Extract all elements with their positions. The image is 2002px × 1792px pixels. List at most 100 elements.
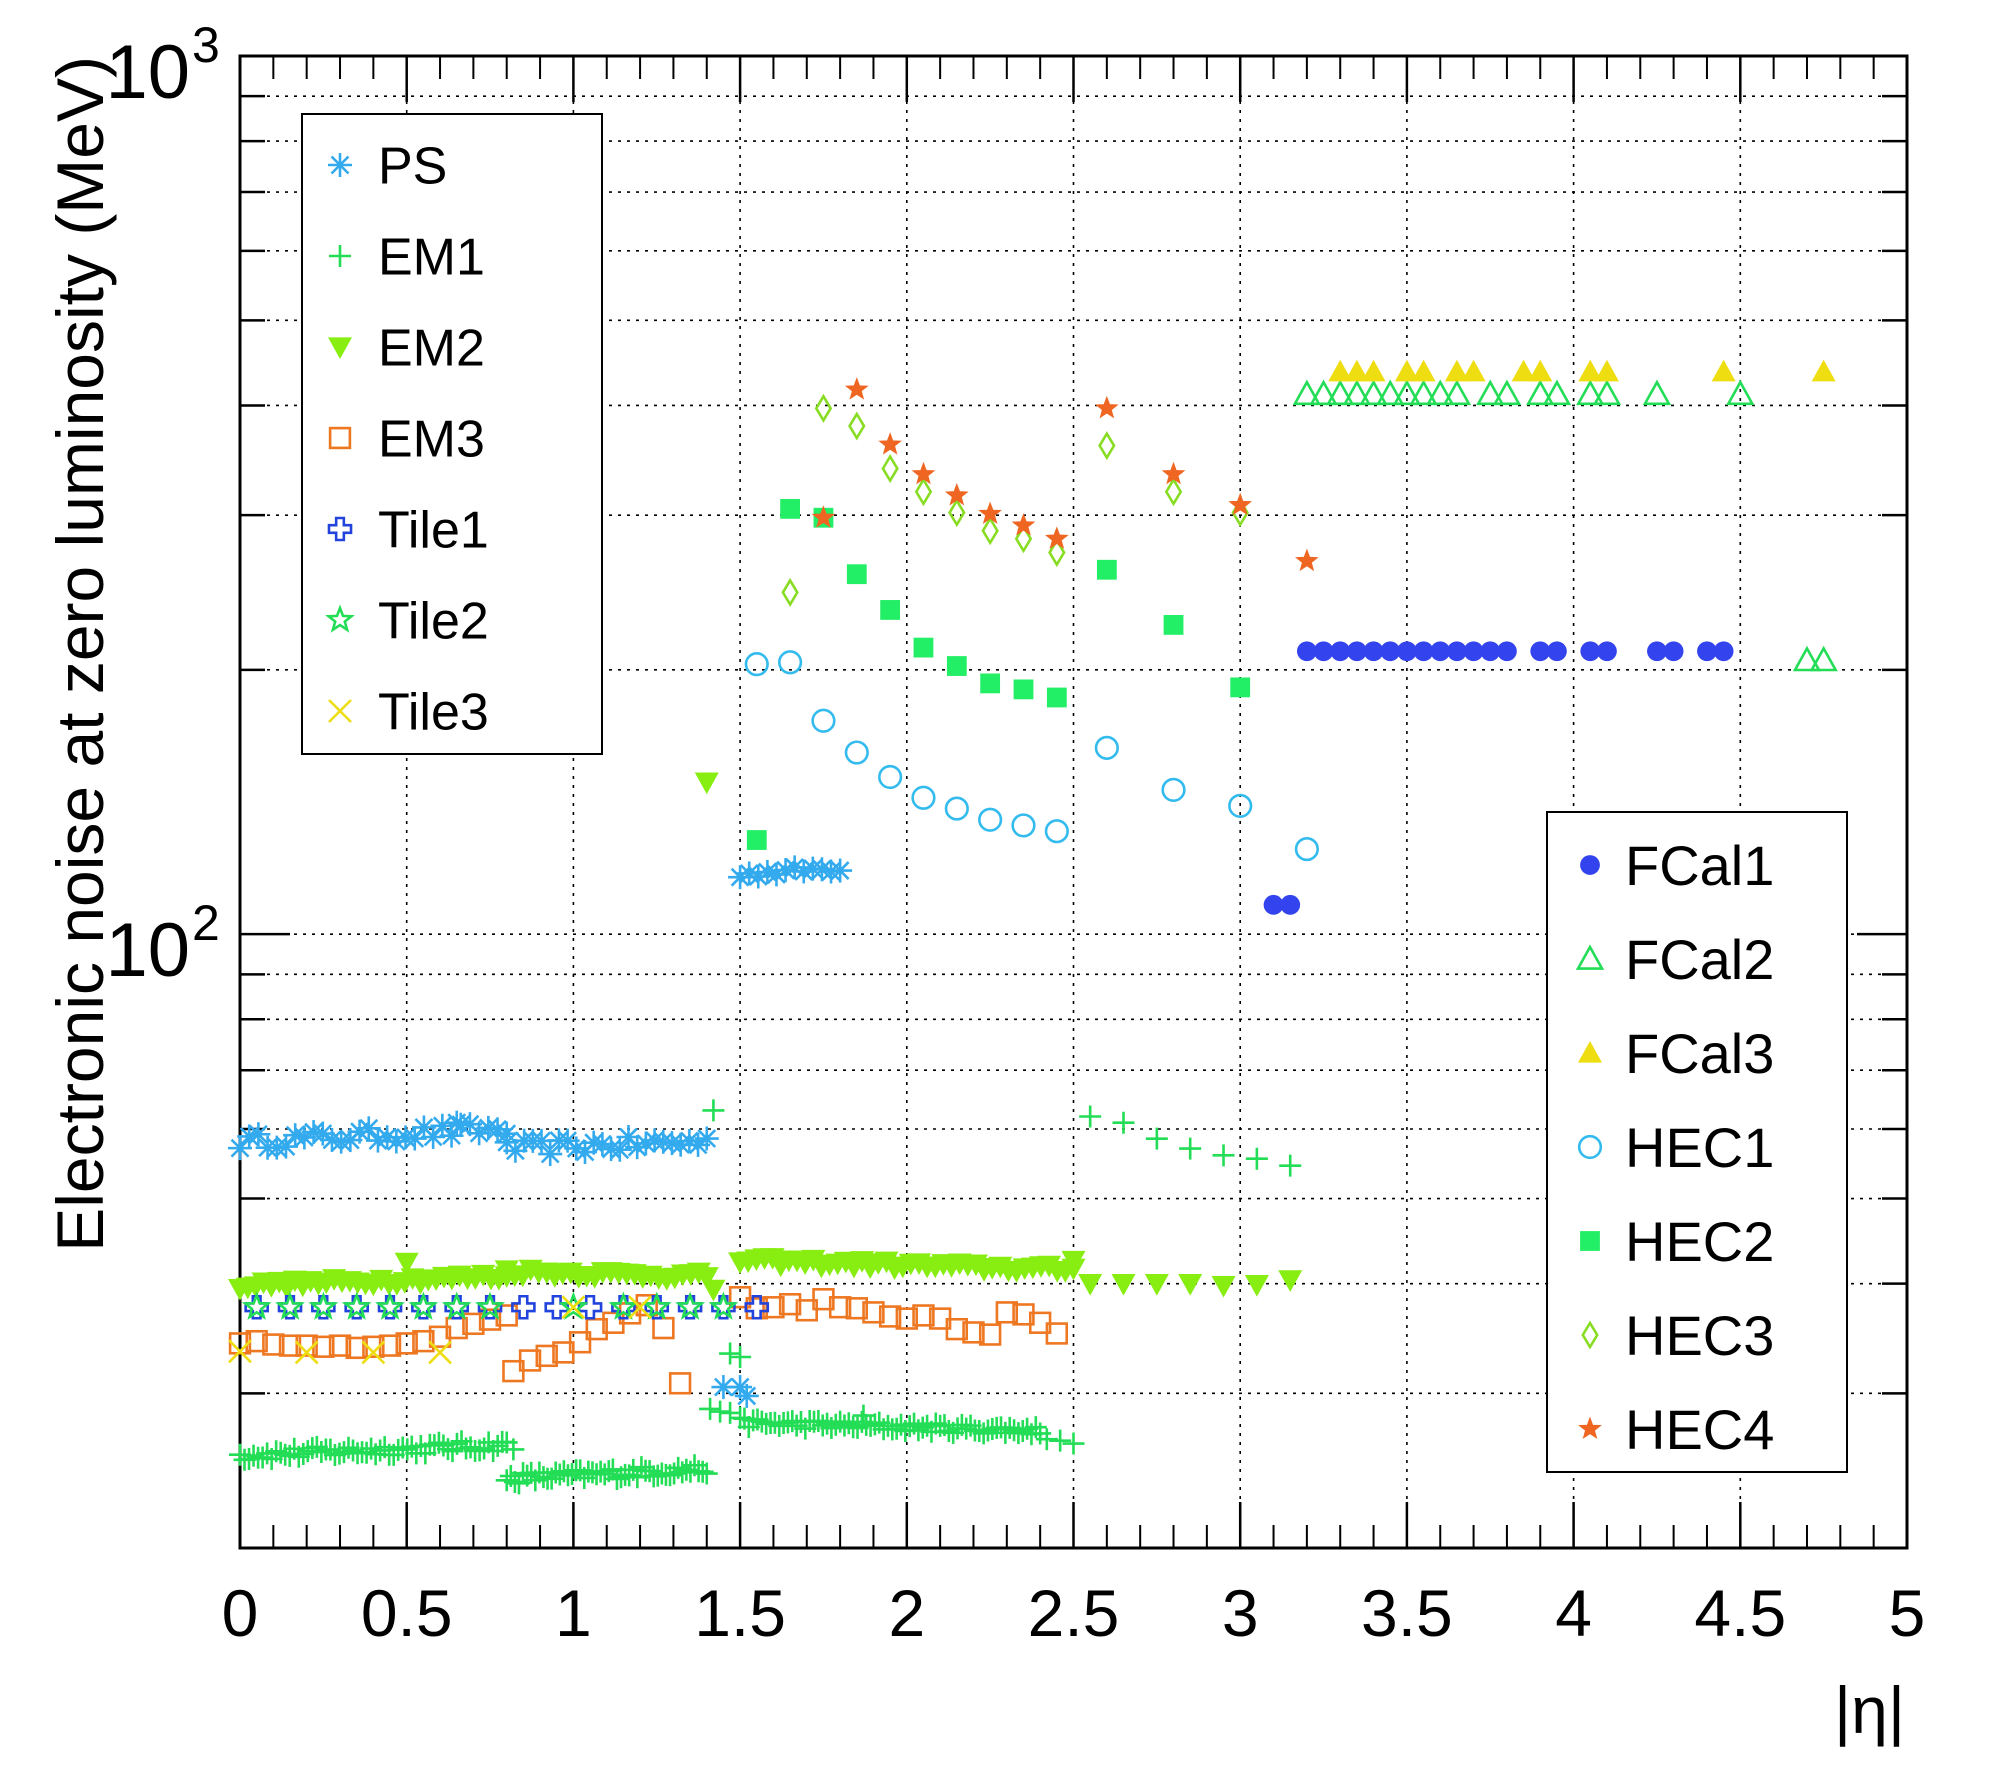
marker-diamond-open <box>981 516 999 546</box>
x-tick-label: 2 <box>888 1576 925 1650</box>
marker-square-open <box>878 1305 902 1328</box>
marker-square-filled <box>846 564 867 585</box>
marker-diamond-open <box>1581 1320 1599 1350</box>
marker-plus <box>1212 1144 1235 1167</box>
marker-diamond-open <box>881 454 899 484</box>
marker-x <box>294 1340 319 1365</box>
marker-plus <box>1011 1420 1034 1443</box>
marker-star-filled <box>1011 513 1036 536</box>
legend-label-hec4: HEC4 <box>1625 1398 1774 1461</box>
marker-square-open <box>585 1317 608 1341</box>
marker-circle-open <box>1011 813 1036 838</box>
marker-plus <box>1016 1417 1039 1440</box>
marker-plus <box>907 1419 930 1442</box>
marker-plus <box>502 1438 525 1461</box>
marker-triangle-open <box>1492 379 1522 406</box>
series-fcal3 <box>1328 359 1836 382</box>
marker-square-open <box>945 1317 969 1341</box>
marker-triangle-filled <box>1344 359 1369 382</box>
marker-square-open <box>395 1332 418 1355</box>
marker-circle-filled <box>1497 641 1517 662</box>
marker-square-open <box>978 1323 1002 1346</box>
marker-star-filled <box>1095 395 1119 419</box>
marker-plus <box>1179 1137 1202 1160</box>
x-tick-label: 1 <box>555 1576 592 1650</box>
marker-square-open <box>962 1321 985 1344</box>
marker-triangle-filled <box>1711 359 1736 382</box>
series-ps <box>228 855 853 1408</box>
x-tick-label: 3 <box>1222 1576 1259 1650</box>
marker-triangle-filled <box>1511 359 1536 382</box>
marker-asterisk <box>328 153 352 177</box>
marker-plus <box>807 1410 830 1433</box>
marker-circle-open <box>744 652 769 677</box>
marker-plus <box>955 1417 978 1440</box>
marker-circle-open <box>1044 819 1069 844</box>
marker-star-open <box>408 1291 439 1320</box>
marker-star-open <box>641 1291 672 1320</box>
marker-plus <box>319 1438 342 1461</box>
marker-triangle-down <box>1244 1274 1269 1297</box>
marker-diamond-open <box>814 393 833 423</box>
legend-label-fcal1: FCal1 <box>1625 834 1774 897</box>
marker-triangle-filled <box>1361 359 1386 382</box>
marker-plus <box>445 1432 468 1455</box>
marker-plus <box>852 1404 875 1427</box>
marker-triangle-open <box>1359 379 1388 406</box>
marker-triangle-filled <box>1578 359 1603 382</box>
marker-triangle-open <box>1442 379 1472 406</box>
marker-square-filled <box>1046 687 1067 708</box>
marker-triangle-open <box>1326 379 1355 406</box>
marker-x <box>361 1340 386 1365</box>
marker-square-filled <box>880 600 901 620</box>
marker-square-filled <box>1163 614 1184 635</box>
marker-circle-open <box>1094 735 1119 760</box>
marker-square-open <box>778 1293 802 1316</box>
marker-plus <box>1062 1432 1085 1455</box>
marker-circle-filled <box>1580 855 1600 875</box>
marker-circle-filled <box>1313 641 1334 662</box>
marker-plus <box>863 1413 886 1436</box>
marker-asterisk <box>828 858 853 883</box>
marker-square-open <box>462 1312 485 1336</box>
marker-star-filled <box>1228 492 1253 516</box>
marker-triangle-down <box>328 337 352 359</box>
y-tick-exponent: 3 <box>192 17 220 73</box>
series-fcal1 <box>1263 641 1834 915</box>
marker-star-filled <box>844 377 869 400</box>
marker-square-filled <box>946 656 967 676</box>
legend-label-tile3: Tile3 <box>378 684 489 742</box>
marker-triangle-down <box>394 1252 419 1275</box>
marker-circle-filled <box>1663 641 1684 662</box>
marker-triangle-open <box>1542 379 1572 406</box>
marker-x <box>328 699 352 723</box>
x-tick-label: 3.5 <box>1361 1576 1453 1650</box>
marker-square-open <box>895 1307 919 1330</box>
marker-triangle-filled <box>1411 359 1436 382</box>
marker-triangle-filled <box>1578 1041 1602 1063</box>
legend-label-fcal2: FCal2 <box>1625 928 1774 991</box>
marker-square-open <box>652 1316 675 1340</box>
marker-triangle-filled <box>1394 359 1419 382</box>
legend-label-ps: PS <box>378 138 447 196</box>
marker-square-open <box>995 1301 1019 1324</box>
marker-plus <box>699 1397 722 1420</box>
marker-circle-filled <box>1280 894 1301 915</box>
series-tile2 <box>241 1291 739 1320</box>
legend-bottom-right: FCal1 FCal2 FCal3 HEC1 HEC2 HEC3 HEC4 <box>1546 811 1848 1473</box>
legend-label-tile2: Tile2 <box>378 593 489 651</box>
marker-triangle-down <box>694 1267 719 1289</box>
marker-plus <box>287 1445 310 1468</box>
marker-circle-filled <box>1330 641 1351 662</box>
marker-square-filled <box>746 830 767 850</box>
legend-label-fcal3: FCal3 <box>1625 1022 1774 1085</box>
marker-circle-open <box>978 807 1003 832</box>
marker-triangle-down <box>1111 1274 1136 1296</box>
marker-star-open <box>675 1291 706 1320</box>
marker-circle-filled <box>1346 641 1367 662</box>
marker-triangle-open <box>1592 379 1622 406</box>
marker-square-open <box>262 1333 285 1356</box>
marker-star-open <box>275 1291 305 1320</box>
legend-label-em2: EM2 <box>378 320 485 378</box>
marker-circle-filled <box>1597 641 1617 662</box>
